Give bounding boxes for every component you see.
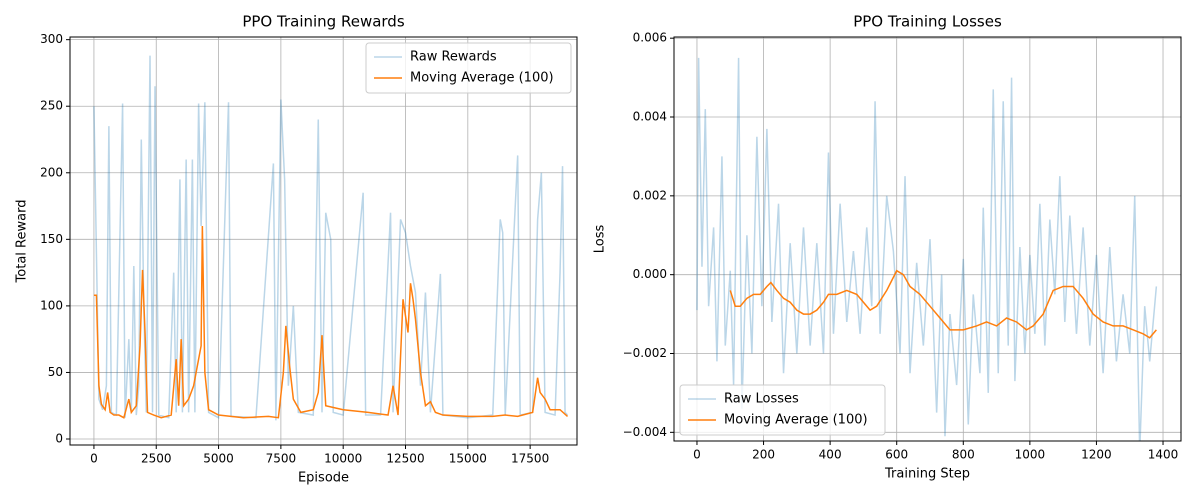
x-tick-label: 15000 xyxy=(449,452,487,466)
legend-label: Raw Losses xyxy=(724,392,799,407)
y-tick-label: 0.000 xyxy=(633,267,667,281)
y-axis-label: Loss xyxy=(593,225,608,254)
axes: PPO Training Losses Training Step Loss 0 200… xyxy=(593,13,1182,482)
axes: PPO Training Rewards Episode Total Reward 0… xyxy=(15,13,578,486)
x-tick-label: 600 xyxy=(885,448,908,462)
y-tick-label: 0 xyxy=(55,432,63,446)
legend-label: Moving Average (100) xyxy=(724,413,868,428)
x-tick-label: 800 xyxy=(952,448,975,462)
x-tick-label: 0 xyxy=(693,448,701,462)
y-tick-label: 100 xyxy=(40,298,63,312)
x-tick-label: 1400 xyxy=(1148,448,1179,462)
legend-box xyxy=(365,42,572,94)
series-line xyxy=(729,269,1157,339)
x-tick-label: 5000 xyxy=(203,452,234,466)
y-tick-label: 300 xyxy=(40,32,63,46)
x-tick-label: 10000 xyxy=(324,452,362,466)
y-tick-label: 0.004 xyxy=(633,110,667,124)
x-tick-label: 12500 xyxy=(386,452,424,466)
y-tick-label: 250 xyxy=(40,99,63,113)
y-tick-label: 150 xyxy=(40,232,63,246)
series-line xyxy=(93,55,569,421)
legend-label: Raw Rewards xyxy=(410,50,497,65)
x-axis-label: Episode xyxy=(298,471,349,486)
x-tick-label: 200 xyxy=(752,448,775,462)
y-axis-label: Total Reward xyxy=(15,200,30,284)
y-tick-label: 0.002 xyxy=(633,188,667,202)
y-tick-label: 0.006 xyxy=(633,31,667,45)
x-tick-label: 0 xyxy=(90,452,98,466)
legend: Raw Rewards Moving Average (100) xyxy=(365,42,572,94)
series-line xyxy=(93,226,569,419)
y-tick-label: 50 xyxy=(48,365,63,379)
x-tick-label: 7500 xyxy=(266,452,297,466)
y-tick-label: 200 xyxy=(40,165,63,179)
y-tick-label: −0.002 xyxy=(623,346,667,360)
axes-frame xyxy=(673,36,1182,442)
chart-title: PPO Training Losses xyxy=(853,13,1002,31)
series-line xyxy=(696,57,1158,441)
x-tick-label: 1200 xyxy=(1081,448,1112,462)
x-tick-label: 2500 xyxy=(141,452,172,466)
legend-label: Moving Average (100) xyxy=(410,71,554,86)
chart-title: PPO Training Rewards xyxy=(242,13,404,31)
x-tick-label: 1000 xyxy=(1015,448,1046,462)
legend-box xyxy=(679,384,886,436)
x-tick-label: 400 xyxy=(819,448,842,462)
y-tick-label: −0.004 xyxy=(623,425,667,439)
axes-frame xyxy=(69,36,578,446)
x-tick-label: 17500 xyxy=(511,452,549,466)
legend: Raw Losses Moving Average (100) xyxy=(679,384,886,436)
x-axis-label: Training Step xyxy=(884,467,970,482)
